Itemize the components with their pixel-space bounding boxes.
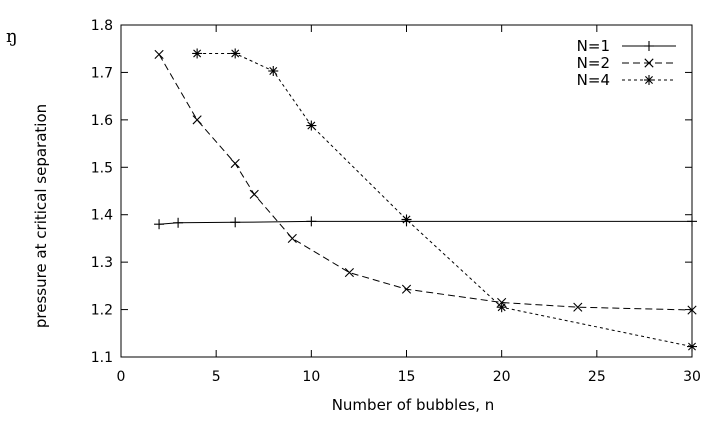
legend-entry: N=2 bbox=[577, 54, 676, 72]
x-tick-label: 20 bbox=[493, 369, 511, 385]
legend: N=1N=2N=4 bbox=[577, 37, 676, 89]
y-tick-label: 1.5 bbox=[91, 160, 113, 176]
y-tick-label: 1.2 bbox=[91, 303, 113, 319]
data-point bbox=[306, 120, 317, 131]
series-layer bbox=[154, 48, 697, 352]
legend-label: N=4 bbox=[577, 71, 610, 89]
data-point bbox=[496, 302, 507, 313]
corner-mark: ŋ bbox=[6, 26, 18, 47]
data-point bbox=[287, 233, 297, 244]
x-tick-label: 10 bbox=[302, 369, 320, 385]
series-n-1 bbox=[154, 216, 697, 230]
data-point bbox=[249, 189, 259, 199]
y-tick-label: 1.3 bbox=[91, 255, 113, 271]
data-point bbox=[268, 66, 279, 77]
legend-label: N=1 bbox=[577, 37, 610, 55]
x-tick-label: 25 bbox=[588, 369, 606, 385]
y-tick-label: 1.1 bbox=[91, 350, 113, 366]
legend-entry: N=4 bbox=[577, 71, 676, 89]
y-tick-label: 1.4 bbox=[91, 208, 113, 224]
series-n-2 bbox=[154, 49, 697, 315]
x-tick-label: 5 bbox=[212, 369, 221, 385]
data-point bbox=[192, 115, 202, 125]
data-point bbox=[687, 341, 697, 352]
y-tick-label: 1.6 bbox=[91, 113, 113, 129]
data-point bbox=[230, 48, 241, 59]
data-point bbox=[230, 217, 241, 228]
y-tick-label: 1.7 bbox=[91, 65, 113, 81]
data-point bbox=[173, 217, 184, 228]
data-point bbox=[154, 49, 164, 59]
x-tick-label: 30 bbox=[683, 369, 701, 385]
series-n-4 bbox=[192, 48, 697, 352]
series-line bbox=[197, 53, 693, 348]
y-tick-label: 1.8 bbox=[91, 18, 113, 34]
y-axis-title: pressure at critical separation bbox=[32, 104, 50, 328]
x-tick-label: 15 bbox=[398, 369, 416, 385]
data-point bbox=[687, 216, 697, 227]
data-point bbox=[687, 305, 697, 315]
data-point bbox=[401, 214, 412, 225]
data-point bbox=[401, 284, 412, 294]
data-point bbox=[344, 267, 354, 278]
data-point bbox=[573, 302, 583, 312]
data-point bbox=[192, 48, 203, 59]
legend-entry: N=1 bbox=[577, 37, 676, 55]
y-axis: 1.1 1.2 1.3 1.4 1.5 1.6 1.7 1.8 bbox=[91, 18, 692, 366]
x-axis-title: Number of bubbles, n bbox=[332, 396, 495, 414]
x-tick-label: 0 bbox=[117, 369, 126, 385]
series-line bbox=[158, 54, 693, 311]
data-point bbox=[306, 216, 317, 227]
legend-marker bbox=[644, 58, 654, 68]
x-axis: 0 5 10 15 20 25 30 bbox=[117, 25, 701, 385]
data-point bbox=[230, 158, 240, 169]
legend-marker bbox=[644, 41, 654, 51]
legend-label: N=2 bbox=[577, 54, 610, 72]
legend-marker bbox=[644, 75, 654, 85]
data-point bbox=[154, 219, 165, 230]
